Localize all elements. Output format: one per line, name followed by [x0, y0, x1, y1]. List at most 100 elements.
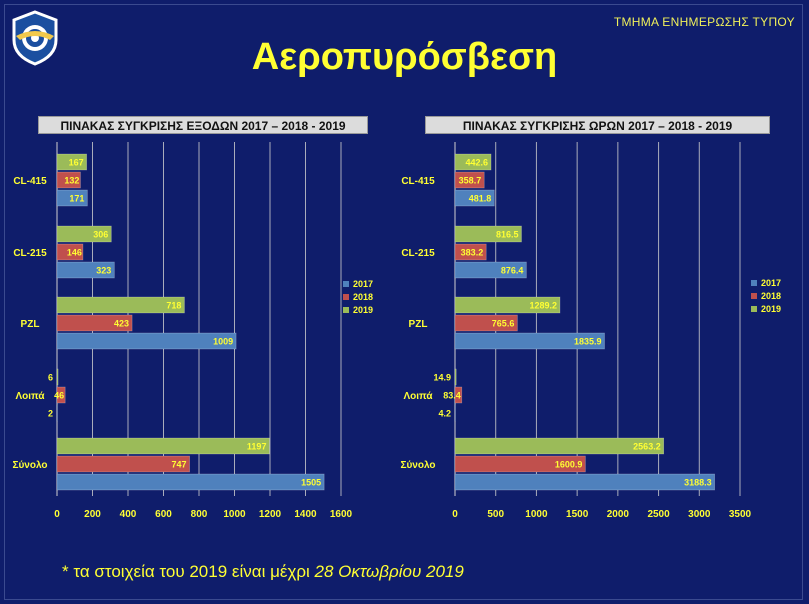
- hours-chart-title: ΠΙΝΑΚΑΣ ΣΥΓΚΡΙΣΗΣ ΩΡΩΝ 2017 – 2018 - 201…: [425, 116, 770, 134]
- bar-2018: [454, 171, 485, 189]
- data-label: 6: [48, 373, 53, 383]
- data-label: 1197: [247, 442, 267, 452]
- legend-label: 2018: [353, 292, 373, 302]
- data-label: 442.6: [466, 158, 489, 168]
- sorties-chart-title: ΠΙΝΑΚΑΣ ΣΥΓΚΡΙΣΗΣ ΕΞΟΔΩΝ 2017 – 2018 - 2…: [38, 116, 368, 134]
- data-label: 1600.9: [555, 460, 583, 470]
- data-label: 481.8: [469, 194, 492, 204]
- bar-2019: [454, 225, 522, 243]
- x-tick-label: 3500: [729, 509, 752, 520]
- x-tick-label: 800: [191, 509, 208, 520]
- bar-2017: [56, 473, 325, 491]
- bar-2019: [56, 437, 270, 455]
- data-label: 306: [93, 230, 108, 240]
- bar-2017: [454, 189, 495, 207]
- data-label: 876.4: [501, 266, 524, 276]
- data-label: 132: [64, 176, 79, 186]
- bar-2019: [454, 153, 492, 171]
- category-label: PZL: [409, 319, 428, 330]
- data-label: 83.4: [443, 391, 461, 401]
- x-tick-label: 1000: [525, 509, 548, 520]
- bar-2019: [56, 153, 87, 171]
- bar-2018: [56, 243, 84, 261]
- bar-2019: [56, 368, 59, 386]
- bar-2017: [56, 261, 115, 279]
- bar-2018: [56, 386, 66, 404]
- category-label: CL-215: [401, 248, 435, 259]
- legend-label: 2019: [353, 305, 373, 315]
- x-tick-label: 1400: [294, 509, 317, 520]
- bar-2019: [454, 368, 457, 386]
- data-label: 358.7: [459, 176, 482, 186]
- bar-2018: [454, 314, 518, 332]
- data-label: 718: [166, 301, 181, 311]
- category-label: PZL: [21, 319, 40, 330]
- bar-2018: [56, 314, 133, 332]
- bar-2017: [56, 332, 237, 350]
- category-label: CL-215: [13, 248, 47, 259]
- x-tick-label: 0: [54, 509, 60, 520]
- data-label: 1289.2: [529, 301, 557, 311]
- data-label: 2: [48, 409, 53, 419]
- legend-swatch-2017: [343, 281, 349, 287]
- data-label: 323: [96, 266, 111, 276]
- data-label: 816.5: [496, 230, 519, 240]
- bar-2017: [454, 261, 527, 279]
- data-label: 46: [54, 391, 64, 401]
- legend-label: 2019: [761, 304, 781, 314]
- x-tick-label: 3000: [688, 509, 711, 520]
- bar-2019: [454, 296, 561, 314]
- bar-2018: [56, 171, 81, 189]
- data-label: 1835.9: [574, 337, 602, 347]
- data-label: 146: [67, 248, 82, 258]
- data-label: 2563.2: [633, 442, 661, 452]
- air-force-emblem-icon: [12, 10, 58, 66]
- x-tick-label: 200: [84, 509, 101, 520]
- data-label: 171: [69, 194, 84, 204]
- data-label: 1009: [213, 337, 233, 347]
- bar-2017: [454, 473, 715, 491]
- bar-2018: [454, 386, 463, 404]
- data-label: 747: [172, 460, 187, 470]
- footnote-text: * τα στοιχεία του 2019 είναι μέχρι: [62, 562, 315, 581]
- data-label: 4.2: [438, 409, 451, 419]
- category-label: Λοιπά: [403, 391, 433, 402]
- data-label: 3188.3: [684, 478, 712, 488]
- legend-label: 2018: [761, 291, 781, 301]
- data-label: 765.6: [492, 319, 515, 329]
- x-tick-label: 0: [452, 509, 458, 520]
- data-label: 167: [69, 158, 84, 168]
- legend-label: 2017: [353, 279, 373, 289]
- bar-2018: [454, 243, 487, 261]
- bar-2019: [56, 225, 112, 243]
- data-label: 14.9: [433, 373, 451, 383]
- footnote: * τα στοιχεία του 2019 είναι μέχρι 28 Οκ…: [62, 562, 464, 582]
- data-label: 1505: [301, 478, 321, 488]
- legend-swatch-2019: [751, 306, 757, 312]
- bar-2019: [56, 296, 185, 314]
- bar-2017: [454, 332, 605, 350]
- category-label: CL-415: [13, 176, 47, 187]
- bar-2018: [454, 455, 586, 473]
- x-tick-label: 1200: [259, 509, 282, 520]
- x-tick-label: 600: [155, 509, 172, 520]
- x-tick-label: 1000: [223, 509, 246, 520]
- department-label: ΤΜΗΜΑ ΕΝΗΜΕΡΩΣΗΣ ΤΥΠΟΥ: [613, 15, 795, 29]
- page-title: Αεροπυρόσβεση: [251, 36, 558, 78]
- bar-2018: [56, 455, 190, 473]
- category-label: Σύνολο: [12, 460, 47, 471]
- category-label: Σύνολο: [400, 460, 435, 471]
- data-label: 423: [114, 319, 129, 329]
- category-label: Λοιπά: [15, 391, 45, 402]
- x-tick-label: 500: [487, 509, 504, 520]
- category-label: CL-415: [401, 176, 435, 187]
- x-tick-label: 2000: [607, 509, 630, 520]
- legend-swatch-2017: [751, 280, 757, 286]
- x-tick-label: 2500: [647, 509, 670, 520]
- slide-frame: [4, 4, 803, 600]
- legend-label: 2017: [761, 278, 781, 288]
- x-tick-label: 400: [120, 509, 137, 520]
- data-label: 383.2: [461, 248, 484, 258]
- bar-2019: [454, 437, 665, 455]
